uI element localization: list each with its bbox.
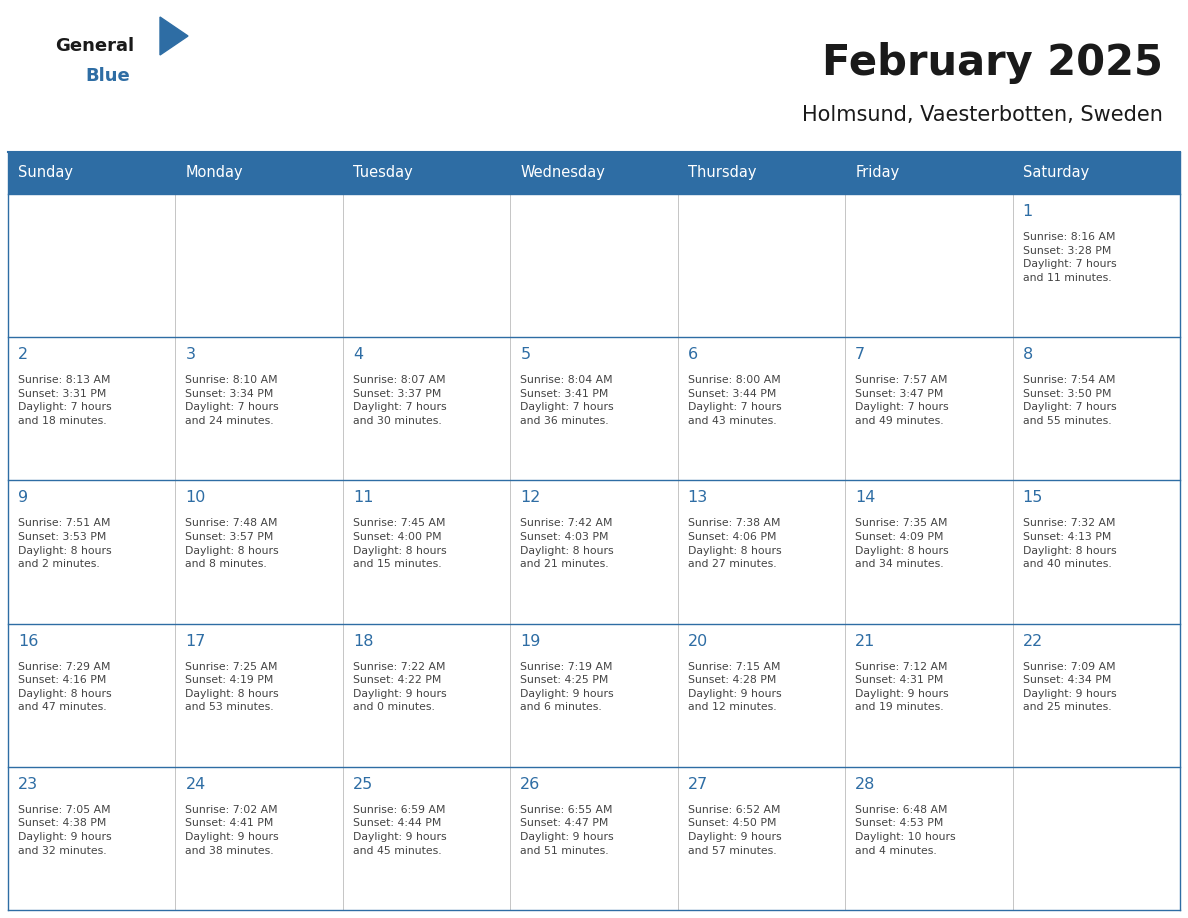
Text: Sunrise: 7:57 AM
Sunset: 3:47 PM
Daylight: 7 hours
and 49 minutes.: Sunrise: 7:57 AM Sunset: 3:47 PM Dayligh… <box>855 375 949 426</box>
Text: Sunrise: 7:32 AM
Sunset: 4:13 PM
Daylight: 8 hours
and 40 minutes.: Sunrise: 7:32 AM Sunset: 4:13 PM Dayligh… <box>1023 519 1117 569</box>
Text: 3: 3 <box>185 347 196 363</box>
Text: 1: 1 <box>1023 204 1032 219</box>
Text: Sunrise: 7:22 AM
Sunset: 4:22 PM
Daylight: 9 hours
and 0 minutes.: Sunrise: 7:22 AM Sunset: 4:22 PM Dayligh… <box>353 662 447 712</box>
Text: 2: 2 <box>18 347 29 363</box>
Text: 18: 18 <box>353 633 373 649</box>
Polygon shape <box>160 17 188 55</box>
Text: 24: 24 <box>185 777 206 792</box>
Text: 21: 21 <box>855 633 876 649</box>
Text: Sunrise: 7:25 AM
Sunset: 4:19 PM
Daylight: 8 hours
and 53 minutes.: Sunrise: 7:25 AM Sunset: 4:19 PM Dayligh… <box>185 662 279 712</box>
Bar <box>8 623 1180 767</box>
Text: 11: 11 <box>353 490 373 506</box>
Bar <box>8 194 1180 337</box>
Text: Sunrise: 7:35 AM
Sunset: 4:09 PM
Daylight: 8 hours
and 34 minutes.: Sunrise: 7:35 AM Sunset: 4:09 PM Dayligh… <box>855 519 949 569</box>
Bar <box>8 152 1180 194</box>
Text: Sunrise: 7:42 AM
Sunset: 4:03 PM
Daylight: 8 hours
and 21 minutes.: Sunrise: 7:42 AM Sunset: 4:03 PM Dayligh… <box>520 519 614 569</box>
Text: Sunrise: 8:07 AM
Sunset: 3:37 PM
Daylight: 7 hours
and 30 minutes.: Sunrise: 8:07 AM Sunset: 3:37 PM Dayligh… <box>353 375 447 426</box>
Text: Sunrise: 7:51 AM
Sunset: 3:53 PM
Daylight: 8 hours
and 2 minutes.: Sunrise: 7:51 AM Sunset: 3:53 PM Dayligh… <box>18 519 112 569</box>
Text: Sunrise: 7:54 AM
Sunset: 3:50 PM
Daylight: 7 hours
and 55 minutes.: Sunrise: 7:54 AM Sunset: 3:50 PM Dayligh… <box>1023 375 1117 426</box>
Text: General: General <box>55 37 134 55</box>
Text: Sunrise: 8:00 AM
Sunset: 3:44 PM
Daylight: 7 hours
and 43 minutes.: Sunrise: 8:00 AM Sunset: 3:44 PM Dayligh… <box>688 375 782 426</box>
Text: Sunday: Sunday <box>18 165 72 181</box>
Text: 23: 23 <box>18 777 38 792</box>
Text: Sunrise: 7:48 AM
Sunset: 3:57 PM
Daylight: 8 hours
and 8 minutes.: Sunrise: 7:48 AM Sunset: 3:57 PM Dayligh… <box>185 519 279 569</box>
Text: 15: 15 <box>1023 490 1043 506</box>
Text: Holmsund, Vaesterbotten, Sweden: Holmsund, Vaesterbotten, Sweden <box>802 105 1163 125</box>
Text: Friday: Friday <box>855 165 899 181</box>
Text: Sunrise: 7:05 AM
Sunset: 4:38 PM
Daylight: 9 hours
and 32 minutes.: Sunrise: 7:05 AM Sunset: 4:38 PM Dayligh… <box>18 805 112 856</box>
Bar <box>8 767 1180 910</box>
Text: 17: 17 <box>185 633 206 649</box>
Text: 4: 4 <box>353 347 364 363</box>
Text: 12: 12 <box>520 490 541 506</box>
Text: Sunrise: 7:45 AM
Sunset: 4:00 PM
Daylight: 8 hours
and 15 minutes.: Sunrise: 7:45 AM Sunset: 4:00 PM Dayligh… <box>353 519 447 569</box>
Text: Sunrise: 6:52 AM
Sunset: 4:50 PM
Daylight: 9 hours
and 57 minutes.: Sunrise: 6:52 AM Sunset: 4:50 PM Dayligh… <box>688 805 782 856</box>
Text: Sunrise: 8:13 AM
Sunset: 3:31 PM
Daylight: 7 hours
and 18 minutes.: Sunrise: 8:13 AM Sunset: 3:31 PM Dayligh… <box>18 375 112 426</box>
Text: 25: 25 <box>353 777 373 792</box>
Text: 10: 10 <box>185 490 206 506</box>
Text: Sunrise: 7:12 AM
Sunset: 4:31 PM
Daylight: 9 hours
and 19 minutes.: Sunrise: 7:12 AM Sunset: 4:31 PM Dayligh… <box>855 662 949 712</box>
Text: 20: 20 <box>688 633 708 649</box>
Text: 13: 13 <box>688 490 708 506</box>
Bar <box>8 337 1180 480</box>
Text: 22: 22 <box>1023 633 1043 649</box>
Text: Sunrise: 7:02 AM
Sunset: 4:41 PM
Daylight: 9 hours
and 38 minutes.: Sunrise: 7:02 AM Sunset: 4:41 PM Dayligh… <box>185 805 279 856</box>
Text: 8: 8 <box>1023 347 1032 363</box>
Text: 26: 26 <box>520 777 541 792</box>
Text: Sunrise: 8:16 AM
Sunset: 3:28 PM
Daylight: 7 hours
and 11 minutes.: Sunrise: 8:16 AM Sunset: 3:28 PM Dayligh… <box>1023 232 1117 283</box>
Text: 14: 14 <box>855 490 876 506</box>
Text: Sunrise: 7:15 AM
Sunset: 4:28 PM
Daylight: 9 hours
and 12 minutes.: Sunrise: 7:15 AM Sunset: 4:28 PM Dayligh… <box>688 662 782 712</box>
Bar <box>8 480 1180 623</box>
Text: Monday: Monday <box>185 165 244 181</box>
Text: Blue: Blue <box>86 67 129 85</box>
Text: 7: 7 <box>855 347 865 363</box>
Text: Sunrise: 7:09 AM
Sunset: 4:34 PM
Daylight: 9 hours
and 25 minutes.: Sunrise: 7:09 AM Sunset: 4:34 PM Dayligh… <box>1023 662 1117 712</box>
Text: Sunrise: 8:04 AM
Sunset: 3:41 PM
Daylight: 7 hours
and 36 minutes.: Sunrise: 8:04 AM Sunset: 3:41 PM Dayligh… <box>520 375 614 426</box>
Text: Sunrise: 6:59 AM
Sunset: 4:44 PM
Daylight: 9 hours
and 45 minutes.: Sunrise: 6:59 AM Sunset: 4:44 PM Dayligh… <box>353 805 447 856</box>
Text: Sunrise: 7:29 AM
Sunset: 4:16 PM
Daylight: 8 hours
and 47 minutes.: Sunrise: 7:29 AM Sunset: 4:16 PM Dayligh… <box>18 662 112 712</box>
Text: 27: 27 <box>688 777 708 792</box>
Text: Saturday: Saturday <box>1023 165 1089 181</box>
Text: 19: 19 <box>520 633 541 649</box>
Text: Tuesday: Tuesday <box>353 165 412 181</box>
Text: Sunrise: 7:38 AM
Sunset: 4:06 PM
Daylight: 8 hours
and 27 minutes.: Sunrise: 7:38 AM Sunset: 4:06 PM Dayligh… <box>688 519 782 569</box>
Text: 5: 5 <box>520 347 530 363</box>
Text: Thursday: Thursday <box>688 165 757 181</box>
Text: Wednesday: Wednesday <box>520 165 605 181</box>
Text: 28: 28 <box>855 777 876 792</box>
Text: Sunrise: 6:48 AM
Sunset: 4:53 PM
Daylight: 10 hours
and 4 minutes.: Sunrise: 6:48 AM Sunset: 4:53 PM Dayligh… <box>855 805 956 856</box>
Text: Sunrise: 8:10 AM
Sunset: 3:34 PM
Daylight: 7 hours
and 24 minutes.: Sunrise: 8:10 AM Sunset: 3:34 PM Dayligh… <box>185 375 279 426</box>
Text: 16: 16 <box>18 633 38 649</box>
Text: 9: 9 <box>18 490 29 506</box>
Text: 6: 6 <box>688 347 697 363</box>
Text: February 2025: February 2025 <box>822 42 1163 84</box>
Text: Sunrise: 7:19 AM
Sunset: 4:25 PM
Daylight: 9 hours
and 6 minutes.: Sunrise: 7:19 AM Sunset: 4:25 PM Dayligh… <box>520 662 614 712</box>
Text: Sunrise: 6:55 AM
Sunset: 4:47 PM
Daylight: 9 hours
and 51 minutes.: Sunrise: 6:55 AM Sunset: 4:47 PM Dayligh… <box>520 805 614 856</box>
